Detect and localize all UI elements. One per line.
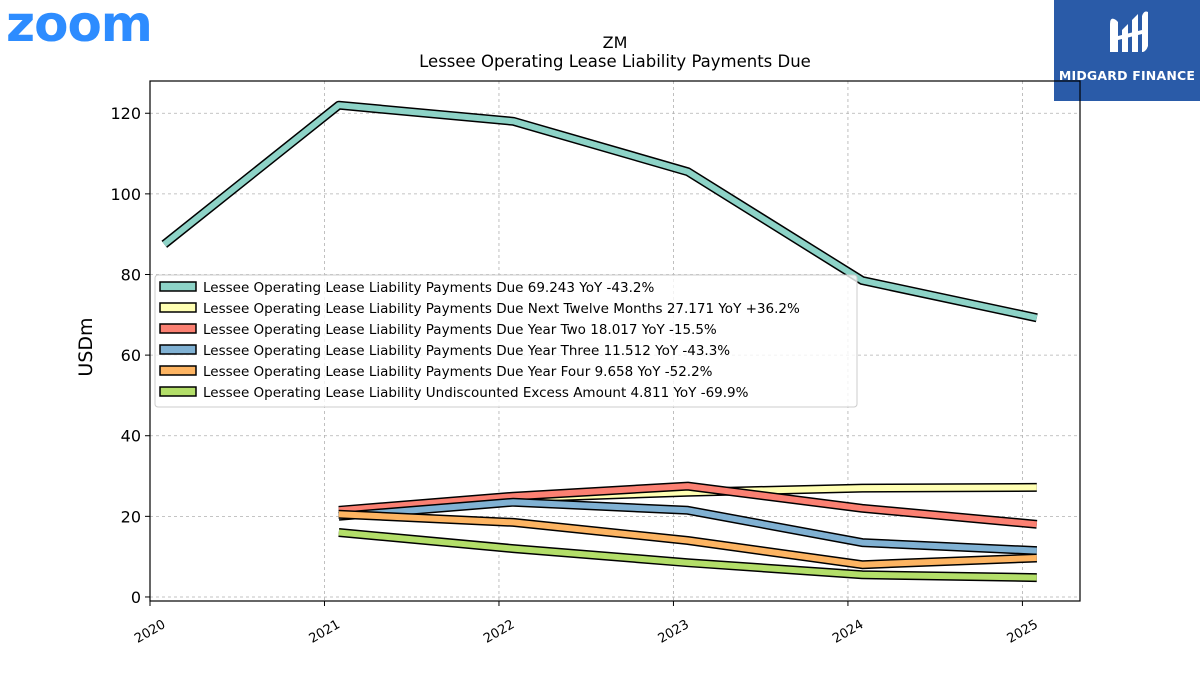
y-axis-ticks: 0 20 40 60 80 100 120 xyxy=(110,104,150,607)
legend-swatch xyxy=(159,302,197,313)
series-line-core xyxy=(162,102,1038,321)
legend-label: Lessee Operating Lease Liability Payment… xyxy=(203,364,713,380)
x-tick-label: 2024 xyxy=(830,617,866,647)
y-tick-label: 80 xyxy=(121,265,141,284)
y-tick-label: 120 xyxy=(110,104,141,123)
zoom-logo-text: zoom xyxy=(6,0,152,50)
legend-item: Lessee Operating Lease Liability Payment… xyxy=(159,301,800,317)
x-tick-label: 2020 xyxy=(132,617,168,647)
legend: Lessee Operating Lease Liability Payment… xyxy=(154,274,858,408)
x-tick-label: 2022 xyxy=(481,617,517,647)
series-lines xyxy=(161,100,1038,583)
legend-swatch xyxy=(159,365,197,376)
series-line-core xyxy=(338,529,1037,581)
zoom-logo: zoom xyxy=(6,0,153,50)
y-tick-label: 60 xyxy=(121,346,141,365)
series-line-core xyxy=(338,511,1037,568)
series-line-5 xyxy=(338,509,1037,570)
legend-label: Lessee Operating Lease Liability Payment… xyxy=(203,280,654,296)
x-tick-label: 2021 xyxy=(307,617,343,647)
legend-label: Lessee Operating Lease Liability Payment… xyxy=(203,343,730,359)
y-axis-label: USDm xyxy=(75,317,97,376)
x-axis-ticks: 2020 2021 2022 2023 2024 2025 xyxy=(132,601,1041,647)
y-tick-label: 40 xyxy=(121,427,141,446)
legend-label: Lessee Operating Lease Liability Payment… xyxy=(203,322,717,338)
y-tick-label: 100 xyxy=(110,185,141,204)
legend-swatch xyxy=(159,344,197,355)
y-tick-label: 20 xyxy=(121,507,141,526)
series-line-core xyxy=(338,483,1038,528)
plot-frame xyxy=(149,80,1081,602)
midgard-emblem-icon xyxy=(1110,11,1148,53)
chart-subtitle: Lessee Operating Lease Liability Payment… xyxy=(419,52,811,71)
legend-item: Lessee Operating Lease Liability Undisco… xyxy=(159,385,749,401)
legend-box xyxy=(154,274,858,408)
chart-title: ZM xyxy=(602,33,628,52)
grid xyxy=(149,81,1080,601)
legend-label: Lessee Operating Lease Liability Payment… xyxy=(203,301,800,317)
y-tick-label: 0 xyxy=(131,588,141,607)
series-line-4 xyxy=(338,497,1038,556)
midgard-finance-logo: MIDGARD FINANCE xyxy=(1054,0,1200,101)
legend-item: Lessee Operating Lease Liability Payment… xyxy=(159,343,730,359)
legend-swatch xyxy=(159,281,197,292)
legend-item: Lessee Operating Lease Liability Payment… xyxy=(159,280,654,296)
x-tick-label: 2025 xyxy=(1005,617,1041,647)
midgard-finance-wordmark: MIDGARD FINANCE xyxy=(1058,68,1196,83)
series-line-core xyxy=(338,499,1037,554)
series-line-1 xyxy=(161,100,1038,323)
series-line-6 xyxy=(338,528,1037,583)
legend-swatch xyxy=(159,323,197,334)
legend-item: Lessee Operating Lease Liability Payment… xyxy=(159,364,713,380)
legend-item: Lessee Operating Lease Liability Payment… xyxy=(159,322,717,338)
x-tick-label: 2023 xyxy=(656,617,692,647)
legend-swatch xyxy=(159,386,197,397)
series-line-3 xyxy=(338,481,1038,529)
legend-label: Lessee Operating Lease Liability Undisco… xyxy=(203,385,749,401)
